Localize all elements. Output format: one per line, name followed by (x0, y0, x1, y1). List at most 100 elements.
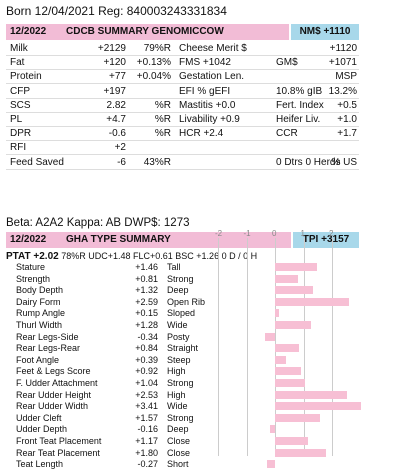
trait-bar (275, 402, 361, 411)
cdcb-cell: GM$ (276, 57, 298, 69)
trait-bar (275, 437, 309, 445)
cdcb-row: RFI +2 (6, 141, 359, 156)
axis-tick-label: 2 (329, 229, 334, 238)
trait-value: +1.04 (135, 378, 158, 388)
trait-value: -0.16 (137, 424, 158, 435)
grid-line (218, 238, 219, 456)
trait-value: +1.28 (135, 320, 158, 330)
cdcb-cell: RFI (10, 142, 27, 154)
cdcb-row: DPR -0.6 %R HCR +2.4 CCR +1.7 (6, 127, 359, 142)
cdcb-cell: 0 Dtrs 0 Herds (276, 156, 341, 168)
trait-desc: High (167, 389, 186, 400)
genetics-line: Beta: A2A2 Kappa: AB DWP$: 1273 (6, 217, 190, 229)
cdcb-cell: Cheese Merit $ (179, 43, 247, 54)
cdcb-cell: +1120 (329, 43, 357, 54)
trait-value: +1.46 (135, 262, 158, 272)
trait-value: +0.15 (135, 308, 158, 319)
axis-tick-label: 1 (300, 229, 305, 238)
trait-desc: Strong (167, 273, 194, 284)
cdcb-cell: %R (154, 128, 171, 140)
trait-row: Foot Angle +0.39 Steep (12, 355, 365, 366)
trait-row: Thurl Width +1.28 Wide (12, 320, 365, 331)
trait-value: +1.80 (135, 447, 158, 458)
cdcb-row: Feed Saved -6 43%R 0 Dtrs 0 Herds% US (6, 156, 359, 170)
cdcb-row: SCS 2.82 %R Mastitis +0.0 Fert. Index +0.5 (6, 99, 359, 113)
cdcb-cell: 2.82 (106, 99, 126, 111)
trait-value: +0.81 (135, 273, 158, 284)
trait-value: +2.53 (135, 389, 158, 400)
trait-bar (275, 321, 312, 329)
trait-row: Front Teat Placement +1.17 Close (12, 436, 365, 447)
grid-line (246, 238, 248, 456)
trait-desc: Posty (167, 331, 190, 342)
cdcb-cell: +77 (109, 71, 126, 83)
cdcb-cell: SCS (10, 99, 31, 111)
trait-desc: Close (167, 447, 191, 458)
trait-bar (275, 367, 302, 376)
cdcb-row: Protein +77 +0.04% Gestation Len. MSP (6, 70, 359, 85)
trait-name: Rear Udder Height (16, 389, 92, 400)
trait-name: Thurl Width (16, 320, 63, 330)
trait-desc: Close (167, 436, 191, 446)
cdcb-cell: +0.13% (136, 57, 171, 69)
cdcb-cell: -0.6 (108, 128, 126, 140)
grid-line (332, 238, 333, 456)
gha-date: 12/2022 (10, 234, 47, 245)
trait-name: Body Depth (16, 285, 64, 296)
cdcb-cell: Milk (10, 43, 28, 54)
ptat-line: PTAT +2.02 78%R UDC+1.48 FLC+0.61 BSC +1… (6, 251, 257, 262)
cdcb-cell: 10.8% gIB (276, 85, 323, 97)
trait-desc: Strong (167, 378, 194, 388)
cdcb-cell: HCR +2.4 (179, 128, 224, 140)
trait-row: Feet & Legs Score +0.92 High (12, 366, 365, 377)
cdcb-header: 12/2022 CDCB SUMMARY GENOMICCOW NM$ +111… (6, 24, 359, 40)
trait-desc: Wide (167, 401, 188, 412)
trait-row: Rear Udder Width +3.41 Wide (12, 401, 365, 412)
trait-bar (267, 460, 275, 469)
trait-bar (270, 425, 275, 434)
trait-desc: High (167, 366, 186, 377)
trait-desc: Straight (167, 343, 199, 354)
trait-row: Rear Teat Placement +1.80 Close (12, 448, 365, 459)
cdcb-cell: 13.2% (328, 85, 357, 97)
cdcb-cell: Livability +0.9 (179, 114, 240, 125)
trait-desc: Wide (167, 320, 188, 330)
trait-desc: Tall (167, 262, 181, 272)
trait-value: +0.92 (135, 366, 158, 377)
cdcb-row: Milk +2129 79%R Cheese Merit $ +1120 (6, 42, 359, 56)
trait-name: Foot Angle (16, 354, 60, 365)
cdcb-cell: EFI % gEFI (179, 85, 231, 97)
trait-name: Teat Length (16, 459, 64, 470)
cdcb-cell: +2 (114, 142, 126, 154)
born-line: Born 12/04/2021 Reg: 840003243331834 (6, 4, 227, 18)
trait-row: Teat Length -0.27 Short (12, 459, 365, 470)
trait-desc: Deep (167, 285, 189, 296)
cdcb-cell: MSP (335, 71, 357, 83)
cdcb-cell: +120 (103, 57, 126, 69)
trait-row: Rear Udder Height +2.53 High (12, 390, 365, 401)
trait-desc: Sloped (167, 308, 196, 319)
trait-bar (275, 344, 299, 353)
trait-name: Strength (16, 273, 51, 284)
trait-value: -0.27 (137, 459, 158, 470)
cdcb-cell: Mastitis +0.0 (179, 99, 236, 111)
trait-row: F. Udder Attachment +1.04 Strong (12, 378, 365, 389)
trait-row: Stature +1.46 Tall (12, 262, 365, 273)
trait-bar (265, 332, 275, 341)
trait-bar (275, 297, 349, 306)
trait-name: Rear Udder Width (16, 401, 89, 412)
nm-dollar-badge: NM$ +1110 (291, 24, 359, 40)
cdcb-cell: %R (154, 99, 171, 111)
cdcb-cell: Gestation Len. (179, 71, 245, 83)
cdcb-cell: +1.0 (337, 114, 357, 125)
cdcb-cell: FMS +1042 (179, 57, 231, 69)
trait-value: +3.41 (135, 401, 158, 412)
gha-title: GHA TYPE SUMMARY (66, 234, 171, 245)
trait-desc: Strong (167, 412, 194, 423)
trait-bar (275, 286, 313, 295)
cdcb-date: 12/2022 (10, 26, 47, 37)
cdcb-cell: +2129 (97, 43, 126, 54)
trait-name: Rump Angle (16, 308, 66, 319)
trait-row: Udder Cleft +1.57 Strong (12, 413, 365, 424)
axis-tick-label: -2 (215, 229, 223, 238)
